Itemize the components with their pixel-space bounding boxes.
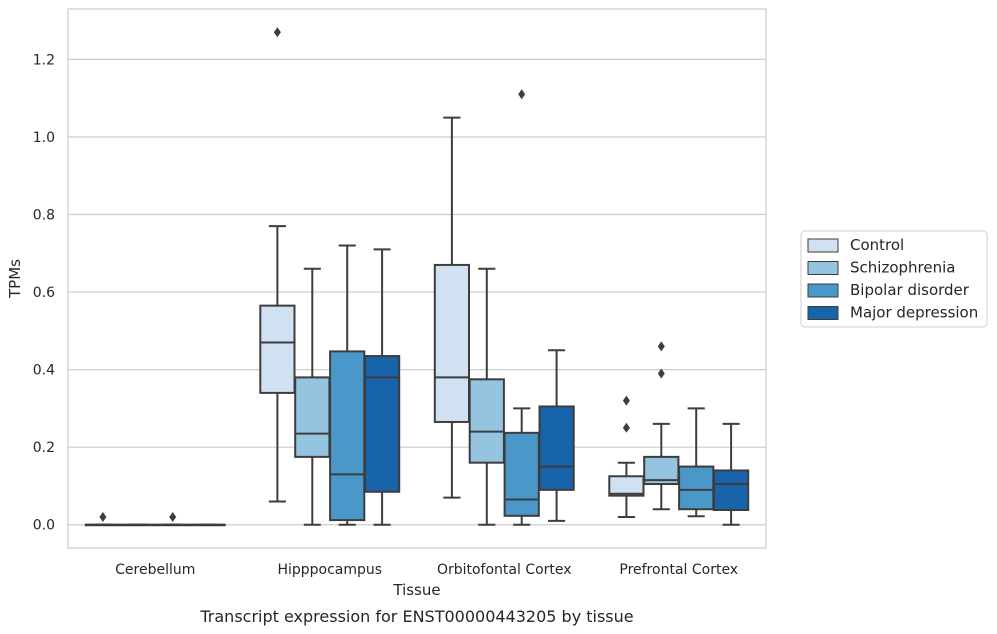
box-iqr: [433, 263, 471, 423]
box-iqr: [712, 469, 750, 511]
box-iqr: [363, 355, 401, 493]
box-bipolar-disorder: [154, 511, 191, 527]
legend-label: Major depression: [850, 304, 978, 322]
legend-swatch: [807, 238, 839, 253]
box-major-depression: [538, 349, 575, 522]
box-iqr: [329, 350, 366, 522]
outlier-point: [622, 422, 630, 433]
y-tick-label: 0.2: [33, 440, 55, 456]
plot-area-frame: [67, 8, 767, 549]
box-iqr: [294, 376, 331, 458]
box-bipolar-disorder: [503, 89, 540, 526]
y-tick-label: 0.6: [33, 285, 55, 301]
box-bipolar-disorder: [329, 244, 366, 526]
box-schizophrenia: [119, 523, 156, 527]
box-iqr: [259, 304, 296, 394]
legend-label: Schizophrenia: [850, 259, 955, 277]
y-tick-label: 1.0: [33, 130, 55, 146]
x-tick-label: Cerebellum: [115, 562, 195, 578]
y-tick-label: 1.2: [33, 52, 55, 68]
legend-label: Control: [850, 236, 904, 254]
box-iqr: [608, 475, 645, 497]
x-tick-label: Orbitofontal Cortex: [437, 562, 572, 578]
x-tick-label: Prefrontal Cortex: [619, 562, 738, 578]
box-schizophrenia: [294, 267, 331, 526]
box-iqr: [678, 465, 715, 511]
outlier-point: [518, 89, 526, 100]
box-iqr: [503, 431, 540, 517]
outlier-point: [273, 27, 281, 38]
box-groups: [84, 27, 750, 527]
box-major-depression: [712, 422, 750, 526]
outlier-point: [657, 341, 665, 352]
outlier-point: [169, 511, 177, 522]
box-control: [259, 27, 296, 503]
x-axis-label: Tissue: [392, 581, 440, 599]
box-schizophrenia: [468, 267, 505, 526]
y-tick-labels: 0.0 0.2 0.4 0.6 0.8 1.0 1.2: [33, 52, 55, 533]
x-tick-label: Hipppocampus: [277, 562, 382, 578]
legend-frame: [800, 230, 988, 328]
outlier-point: [99, 511, 107, 522]
y-tick-label: 0.8: [33, 208, 55, 224]
legend: Control Schizophrenia Bipolar disorder Majo…: [800, 230, 988, 328]
x-tick-labels: Cerebellum Hipppocampus Orbitofontal Corte…: [115, 562, 738, 578]
box-iqr: [538, 405, 575, 491]
box-control: [84, 511, 122, 527]
y-axis-label: TPMs: [6, 259, 24, 299]
outlier-point: [622, 395, 630, 406]
box-schizophrenia: [643, 341, 680, 511]
outlier-point: [657, 368, 665, 379]
legend-label: Bipolar disorder: [850, 281, 970, 299]
box-major-depression: [189, 523, 226, 527]
box-iqr: [468, 378, 505, 464]
box-control: [608, 395, 645, 518]
legend-swatch: [807, 306, 839, 320]
box-major-depression: [363, 248, 401, 526]
y-gridlines: [68, 58, 766, 526]
box-bipolar-disorder: [678, 407, 715, 518]
box-control: [433, 116, 471, 499]
y-tick-label: 0.4: [33, 363, 55, 379]
chart-caption: Transcript expression for ENST0000044320…: [199, 607, 633, 626]
legend-swatch: [807, 283, 839, 298]
y-tick-label: 0.0: [33, 518, 55, 534]
legend-swatch: [807, 261, 839, 275]
